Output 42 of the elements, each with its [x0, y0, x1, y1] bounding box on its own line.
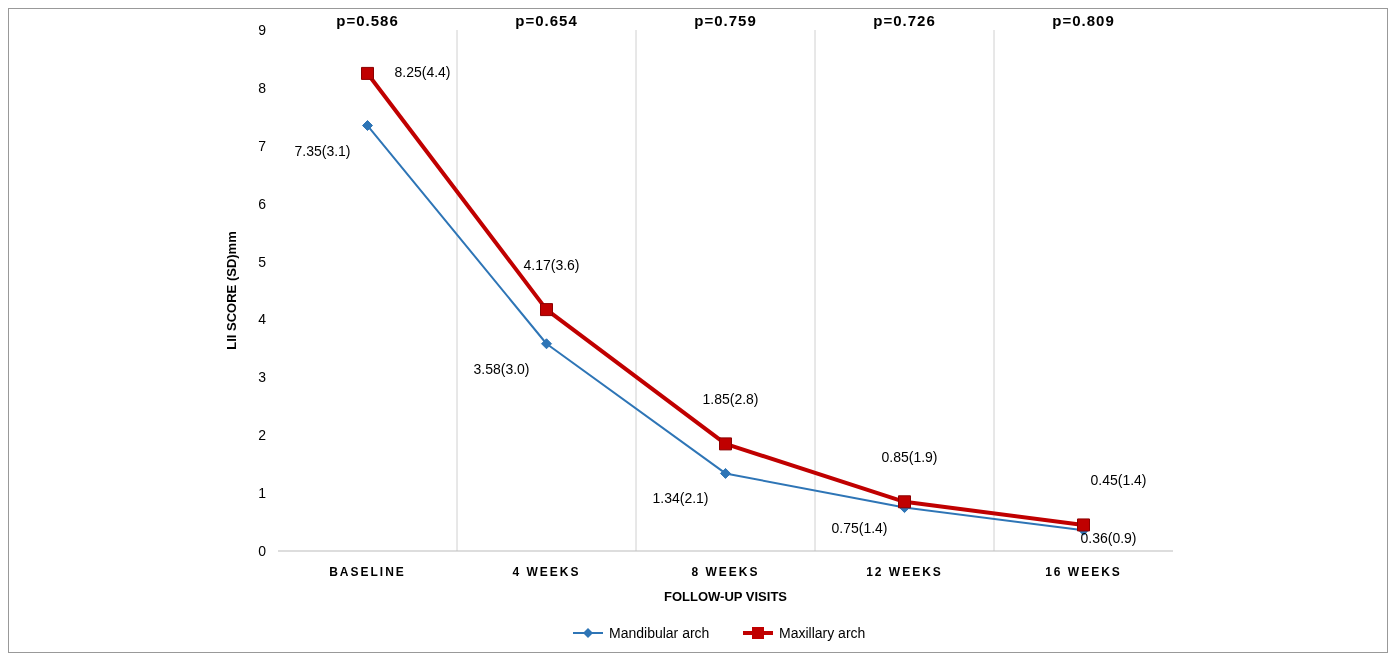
point [362, 120, 373, 132]
point [1077, 518, 1090, 532]
point [361, 66, 374, 80]
x-tick-label: 16 WEEKS [1045, 565, 1122, 579]
point [541, 338, 552, 350]
y-tick-label: 3 [258, 369, 267, 386]
text: p=0.654 [515, 12, 578, 29]
y-axis-title: LII SCORE (SD)mm [224, 231, 239, 350]
x-tick-label: 12 WEEKS [866, 565, 943, 579]
x-tick-label: 4 WEEKS [512, 565, 581, 579]
point [540, 303, 553, 317]
y-tick-label: 7 [258, 137, 267, 154]
data-label: 0.36(0.9) [1080, 530, 1137, 547]
data-label: 3.58(3.0) [473, 360, 530, 377]
y-tick-label: 5 [258, 253, 267, 270]
y-tick-label: 6 [258, 195, 267, 212]
data-label: 4.17(3.6) [523, 256, 580, 273]
data-label: 0.45(1.4) [1090, 471, 1147, 488]
data-label: 1.34(2.1) [652, 490, 709, 507]
data-label: 1.85(2.8) [702, 390, 759, 407]
y-tick-label: 8 [258, 79, 267, 96]
x-tick-label: BASELINE [329, 565, 406, 579]
text: p=0.726 [873, 12, 936, 29]
text: p=0.586 [336, 12, 399, 29]
x-tick-label: 8 WEEKS [691, 565, 760, 579]
text: p=0.759 [694, 12, 757, 29]
y-tick-label: 4 [258, 311, 267, 328]
y-tick-label: 1 [258, 485, 267, 502]
data-label: 0.75(1.4) [831, 519, 888, 536]
data-label: 8.25(4.4) [394, 64, 451, 81]
point [720, 467, 731, 479]
legend-label: Maxillary arch [779, 625, 866, 641]
text: p=0.809 [1052, 12, 1115, 29]
point [719, 437, 732, 451]
y-tick-label: 2 [258, 427, 267, 444]
point [898, 495, 911, 509]
y-tick-label: 9 [258, 22, 267, 38]
x-axis-title: FOLLOW-UP VISITS [664, 589, 788, 604]
y-tick-label: 0 [258, 543, 267, 559]
legend-label: Mandibular arch [609, 625, 710, 641]
data-label: 7.35(3.1) [294, 142, 351, 159]
data-label: 0.85(1.9) [881, 448, 938, 465]
